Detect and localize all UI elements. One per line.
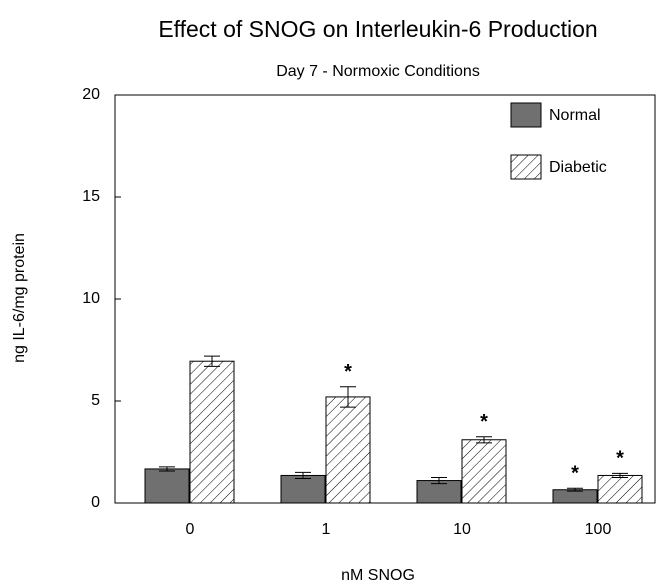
x-tick-label: 100 [585,521,612,538]
error-bar [204,355,220,367]
x-tick-label: 0 [186,521,195,538]
annotation: * [344,361,352,383]
x-axis-label: nM SNOG [341,567,415,584]
bar [144,468,190,504]
bar [597,474,643,504]
chart-title: Effect of SNOG on Interleukin-6 Producti… [158,16,597,42]
bar [552,489,598,504]
annotation: * [571,463,579,485]
x-tick-label: 1 [322,521,331,538]
bar [325,396,371,504]
legend-swatch [510,154,542,180]
y-tick-label: 10 [82,290,100,307]
y-tick-label: 5 [91,392,100,409]
error-bar [476,436,492,444]
x-tick-label: 10 [453,521,471,538]
error-bar [159,466,175,472]
error-bar [431,477,447,485]
chart-subtitle: Day 7 - Normoxic Conditions [276,63,480,80]
bar [461,439,507,504]
y-tick-label: 20 [82,86,100,103]
error-bar [295,471,311,480]
error-bar [612,472,628,478]
legend-swatch [510,102,542,128]
annotation: * [616,448,624,470]
bar [189,360,235,504]
legend-label: Normal [549,107,601,124]
bar [280,474,326,504]
y-tick-label: 0 [91,494,100,511]
error-bar [567,487,583,492]
y-axis-label: ng IL-6/mg protein [11,233,28,363]
y-tick-label: 15 [82,188,100,205]
annotation: * [480,411,488,433]
error-bar [340,386,356,408]
legend-label: Diabetic [549,159,607,176]
